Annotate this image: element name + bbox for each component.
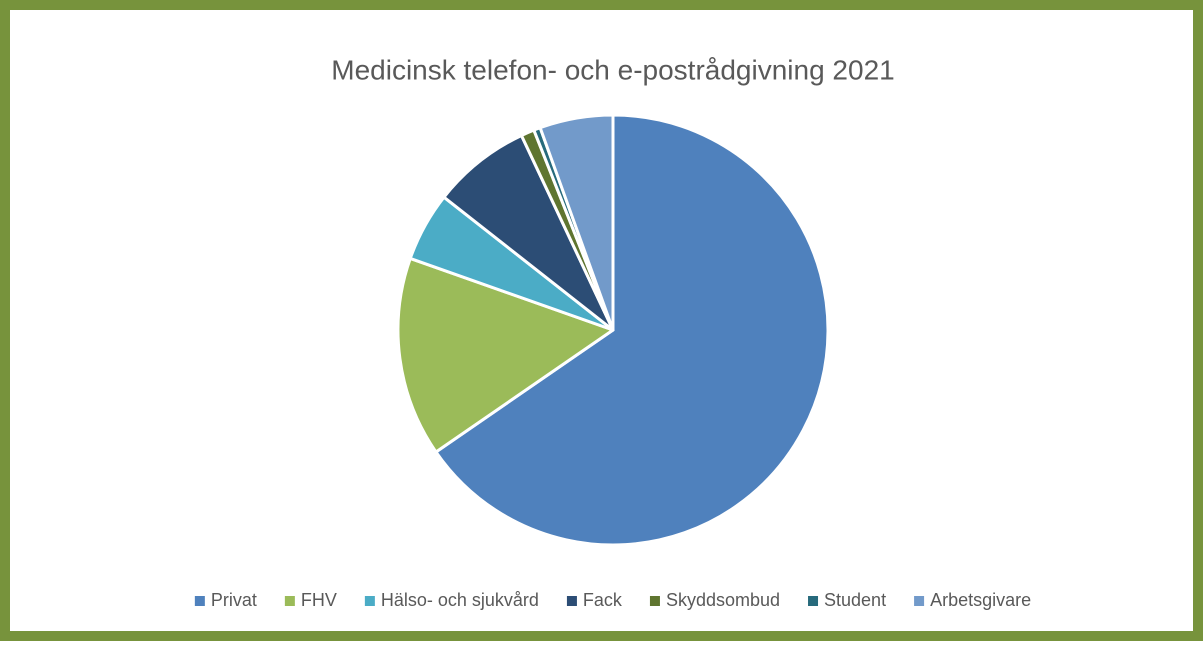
legend-swatch	[284, 596, 295, 606]
legend-label: Hälso- och sjukvård	[381, 590, 539, 610]
pie	[396, 113, 830, 547]
legend-label: Fack	[583, 590, 623, 610]
chart-title: Medicinsk telefon- och e-postrådgivning …	[331, 54, 894, 85]
legend-label: Privat	[211, 590, 257, 610]
legend: Privat FHV Hälso- och sjukvård Fack Skyddsom…	[194, 590, 1031, 610]
legend-swatch	[808, 596, 819, 606]
legend-swatch	[649, 596, 660, 606]
legend-swatch	[364, 596, 375, 606]
pie-slice	[434, 113, 830, 547]
legend-label: Student	[824, 590, 886, 610]
legend-swatch	[194, 596, 205, 606]
legend-swatch	[566, 596, 577, 606]
legend-swatch	[914, 596, 925, 606]
pie-slice	[442, 133, 615, 332]
legend-label: FHV	[301, 590, 337, 610]
legend-label: Skyddsombud	[666, 590, 780, 610]
pie-slice	[538, 113, 615, 332]
legend-label: Arbetsgivare	[930, 590, 1031, 610]
pie-slice	[396, 256, 615, 454]
